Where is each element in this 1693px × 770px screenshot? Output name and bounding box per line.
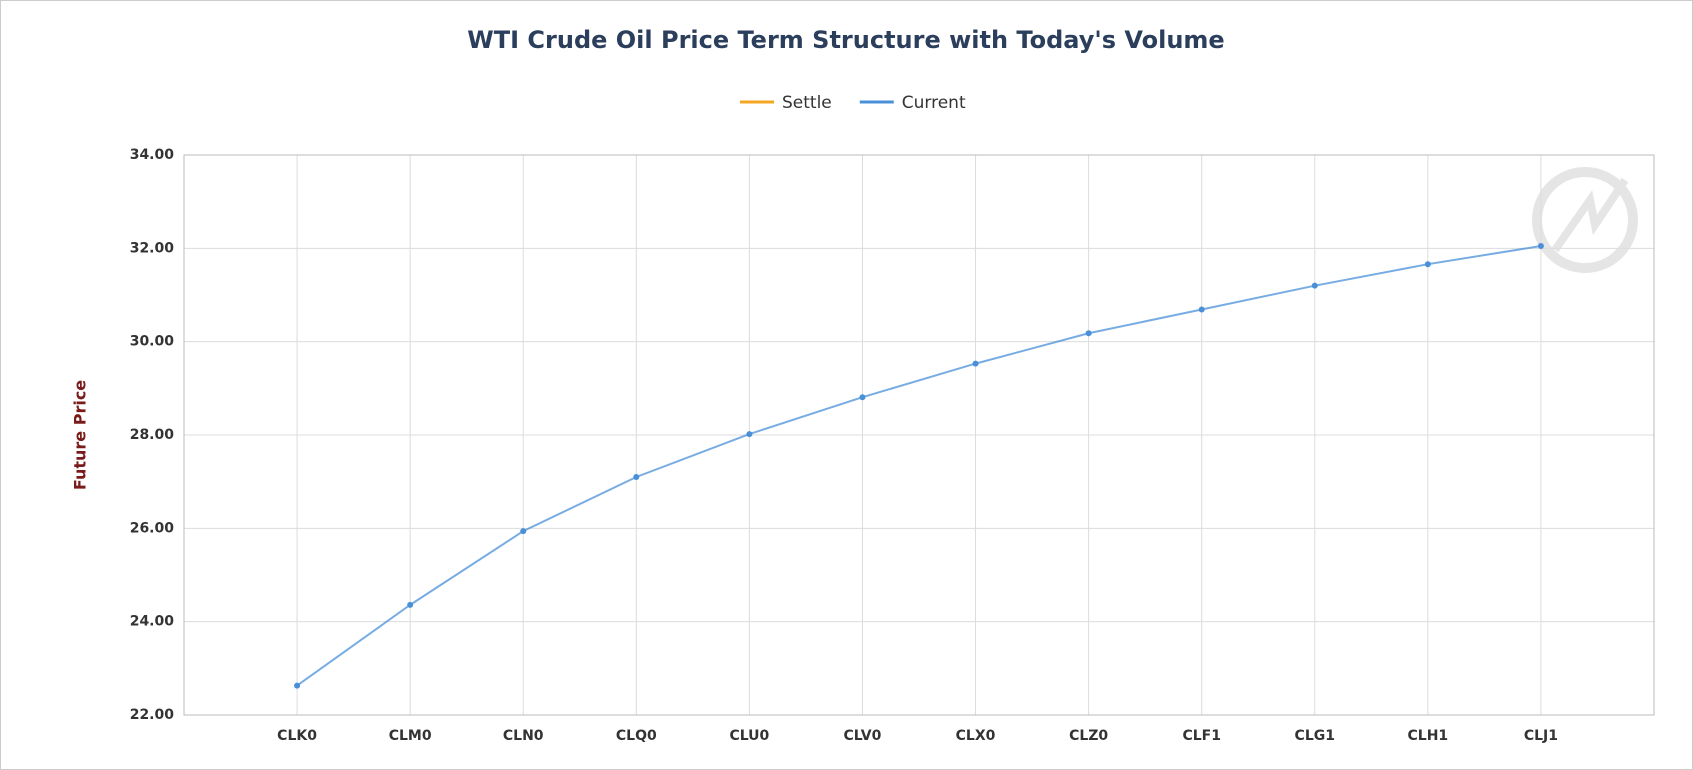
point [407, 601, 414, 608]
x-tick-label: CLN0 [503, 728, 544, 744]
x-tick-label: CLK0 [277, 728, 317, 744]
legend-label: Settle [782, 93, 832, 113]
x-tick-label: CLZ0 [1069, 728, 1108, 744]
y-tick-label: 24.00 [130, 614, 175, 630]
x-tick-label: CLJ1 [1524, 728, 1558, 744]
point [1085, 330, 1092, 337]
x-tick-label: CLU0 [729, 728, 769, 744]
y-tick-label: 32.00 [130, 240, 175, 256]
point [972, 360, 979, 367]
y-tick-label: 34.00 [130, 147, 175, 163]
x-tick-label: CLH1 [1408, 728, 1449, 744]
point [1424, 261, 1431, 268]
legend-label: Current [902, 93, 966, 113]
y-tick-label: 28.00 [130, 427, 175, 443]
x-tick-label: CLF1 [1182, 728, 1221, 744]
y-axis-label: Future Price [71, 380, 90, 490]
y-tick-label: 30.00 [130, 334, 175, 350]
x-tick-label: CLG1 [1295, 728, 1335, 744]
point [1537, 243, 1544, 249]
x-tick-label: CLM0 [389, 728, 432, 744]
x-tick-label: CLX0 [956, 728, 996, 744]
watermark [1532, 167, 1638, 273]
x-tick-label: CLV0 [844, 728, 882, 744]
point [1198, 306, 1205, 313]
point [520, 528, 527, 535]
x-tick-label: CLQ0 [616, 728, 657, 744]
point [633, 474, 640, 480]
y-tick-label: 26.00 [130, 520, 175, 536]
point [859, 394, 866, 401]
point [294, 682, 301, 689]
chart-title: WTI Crude Oil Price Term Structure with … [467, 26, 1224, 54]
series-line [296, 245, 1542, 687]
point [746, 431, 753, 438]
point [1311, 282, 1318, 289]
y-tick-label: 22.00 [130, 707, 175, 723]
plot-border [183, 154, 1655, 716]
